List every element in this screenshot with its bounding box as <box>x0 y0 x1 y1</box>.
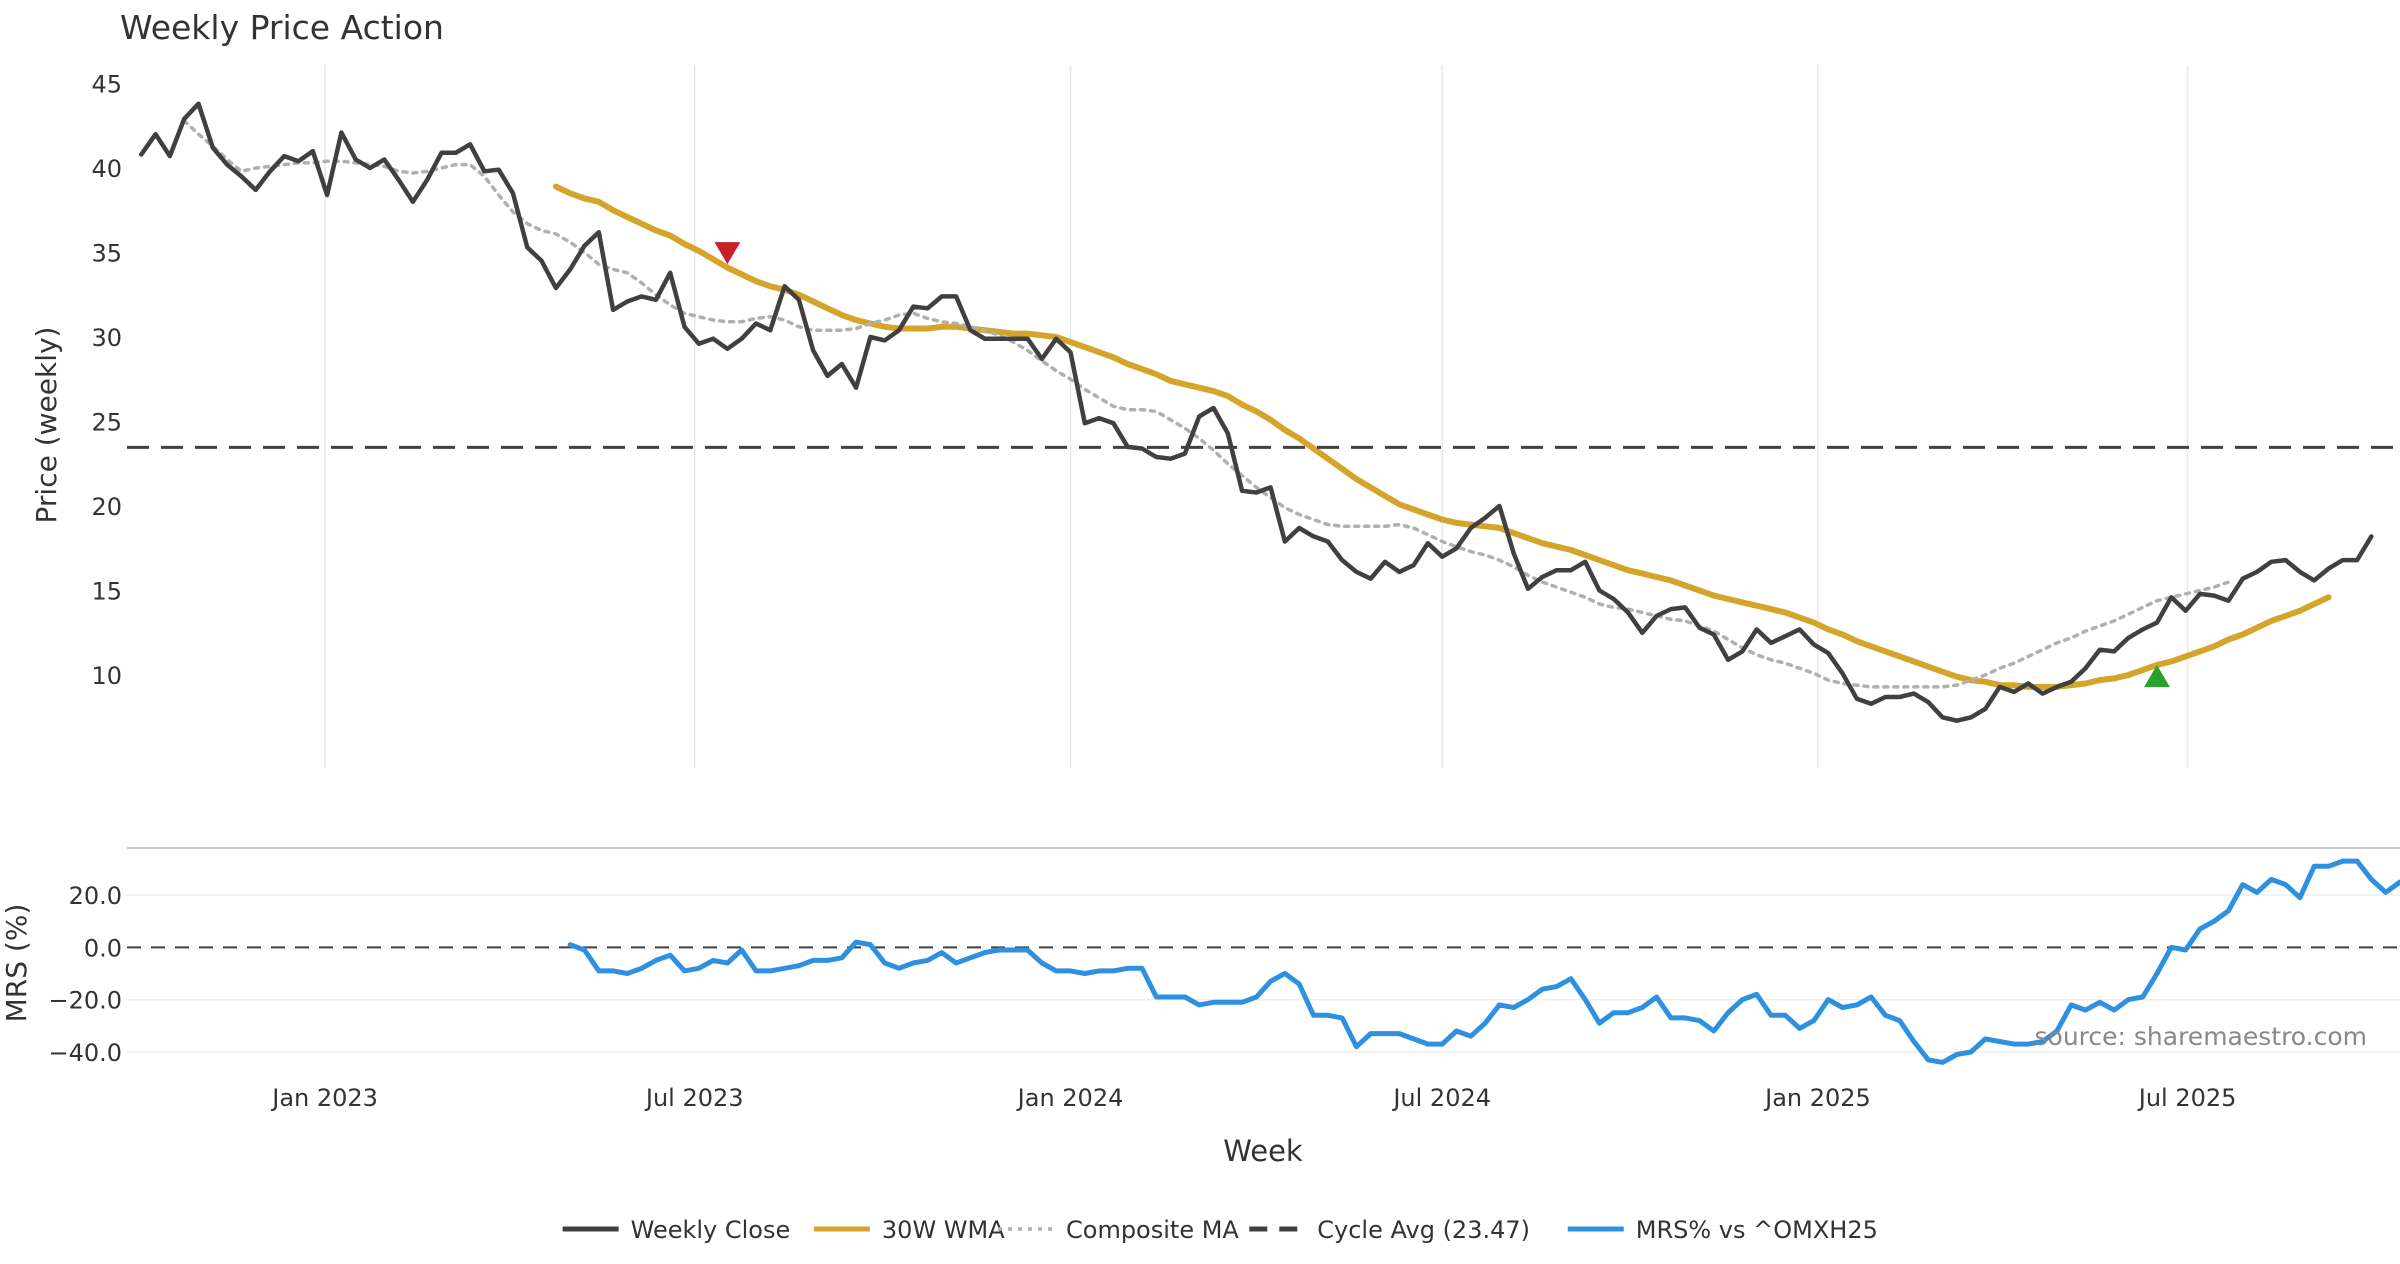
mrs-y-tick-1: −20.0 <box>48 987 122 1015</box>
x-tick-label-4: Jan 2025 <box>1763 1084 1871 1112</box>
price-y-tick-45: 45 <box>91 70 122 98</box>
price-chart-title: Weekly Price Action <box>120 8 444 47</box>
price-y-tick-20: 20 <box>91 493 122 521</box>
price-y-tick-25: 25 <box>91 409 122 437</box>
legend-label-1: 30W WMA <box>882 1216 1005 1244</box>
legend-label-0: Weekly Close <box>631 1216 791 1244</box>
price-y-axis-label: Price (weekly) <box>30 327 63 524</box>
price-series-group <box>127 101 2400 723</box>
legend-label-4: MRS% vs ^OMXH25 <box>1636 1216 1878 1244</box>
series-line-weekly-close <box>139 101 2374 723</box>
series-line-mrs <box>567 858 2400 1065</box>
mrs-y-tick-2: 0.0 <box>84 934 122 962</box>
x-tick-label-0: Jan 2023 <box>270 1084 378 1112</box>
x-tick-label-3: Jul 2024 <box>1391 1084 1491 1112</box>
x-tick-label-1: Jul 2023 <box>644 1084 744 1112</box>
x-tick-label-2: Jan 2024 <box>1016 1084 1124 1112</box>
mrs-y-tick-3: 20.0 <box>69 882 122 910</box>
source-annotation: source: sharemaestro.com <box>2035 1022 2368 1051</box>
price-y-tick-40: 40 <box>91 155 122 183</box>
price-gridlines <box>324 65 2189 768</box>
mrs-y-tick-0: −40.0 <box>48 1039 122 1067</box>
price-y-tick-15: 15 <box>91 578 122 606</box>
price-y-tick-35: 35 <box>91 239 122 267</box>
mrs-series-group <box>567 858 2400 1065</box>
tick-labels: 10 15 20 25 30 35 40 45 −40.0 −20.0 0.0 20.0 Jan 202… <box>48 70 2236 1112</box>
series-line-composite-ma <box>182 118 2231 689</box>
mrs-x-axis-label: Week <box>1223 1134 1303 1168</box>
price-y-tick-30: 30 <box>91 324 122 352</box>
marker-sell-signal <box>714 242 741 265</box>
legend: Weekly Close 30W WMA Composite MA Cycle Avg… <box>562 1216 1878 1244</box>
mrs-gridlines <box>127 847 2400 1053</box>
mrs-y-axis-label: MRS (%) <box>0 904 33 1023</box>
legend-label-3: Cycle Avg (23.47) <box>1317 1216 1530 1244</box>
marker-buy-signal <box>2143 665 2170 688</box>
price-y-tick-10: 10 <box>91 662 122 690</box>
legend-label-2: Composite MA <box>1066 1216 1239 1244</box>
x-tick-label-5: Jul 2025 <box>2137 1084 2237 1112</box>
